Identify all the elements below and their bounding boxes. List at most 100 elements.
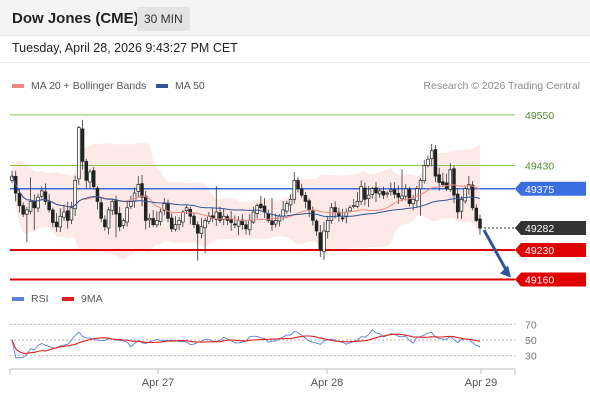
- candle: [218, 206, 222, 224]
- candle-body: [110, 201, 115, 211]
- level-tag-49160: [515, 272, 586, 287]
- candle-body: [299, 188, 304, 196]
- legend-ma20-swatch: [12, 84, 24, 88]
- instrument-title: Dow Jones (CME): [12, 10, 139, 27]
- candle-body: [348, 207, 352, 212]
- candle: [21, 202, 25, 218]
- candle-body: [103, 219, 107, 228]
- candle-body: [385, 192, 389, 195]
- candle-body: [377, 190, 382, 195]
- candle-body: [340, 217, 345, 220]
- ma50-line: [11, 175, 481, 218]
- legend-ma50-swatch: [156, 84, 168, 88]
- level-label-49160: 49160: [525, 275, 554, 287]
- candle-body: [311, 209, 315, 221]
- candle-body: [467, 184, 471, 190]
- candle: [69, 201, 74, 225]
- legend-ma9-swatch: [62, 297, 74, 301]
- candle: [285, 200, 289, 214]
- candle: [392, 181, 397, 199]
- candle: [106, 206, 111, 235]
- candle: [125, 201, 129, 227]
- candle-body: [129, 201, 133, 207]
- candle: [422, 160, 427, 184]
- ma20-line: [11, 175, 481, 222]
- candle: [73, 175, 77, 217]
- candle-body: [233, 223, 237, 226]
- candle: [136, 176, 141, 197]
- candle: [303, 191, 308, 209]
- candle-body: [95, 187, 100, 202]
- candle-body: [351, 205, 356, 208]
- candle: [407, 186, 412, 207]
- candle: [478, 214, 482, 235]
- candle-body: [448, 169, 453, 190]
- candle: [25, 206, 29, 242]
- level-tag-49282: [515, 221, 586, 236]
- candle: [77, 125, 81, 185]
- rsi-ma9-line: [11, 333, 481, 354]
- candle-body: [32, 200, 37, 209]
- candle-body: [114, 200, 118, 215]
- candle: [114, 195, 118, 238]
- candle: [88, 169, 92, 189]
- candle-body: [169, 217, 174, 230]
- research-credit: Research © 2026 Trading Central: [423, 80, 580, 92]
- level-label-49230: 49230: [525, 245, 554, 257]
- candle: [359, 180, 363, 205]
- candle-body: [229, 219, 233, 223]
- candle: [448, 163, 453, 192]
- candle-body: [73, 179, 77, 210]
- candle-body: [218, 212, 222, 221]
- candle-body: [389, 189, 393, 192]
- candle-body: [403, 188, 408, 197]
- candle: [244, 220, 248, 235]
- level-label-49282: 49282: [525, 223, 554, 235]
- candle: [80, 119, 85, 170]
- candle-body: [173, 224, 178, 230]
- candle: [240, 214, 245, 230]
- legend-ma20: MA 20 + Bollinger Bands: [12, 80, 146, 92]
- legend-ma50-label: MA 50: [175, 80, 205, 92]
- candle: [429, 144, 434, 167]
- candle: [288, 194, 293, 213]
- candle: [322, 221, 326, 261]
- chart-frame: [0, 62, 590, 400]
- candle: [355, 192, 360, 209]
- candle: [58, 208, 63, 233]
- candle: [117, 206, 122, 232]
- candle: [203, 217, 207, 253]
- candle: [318, 224, 323, 258]
- bollinger-band: [12, 142, 480, 259]
- candle: [121, 218, 126, 229]
- level-tag-49375: [515, 181, 586, 196]
- candle-body: [214, 211, 219, 220]
- rsi-tick-label: 70: [525, 319, 537, 331]
- candle-body: [199, 226, 204, 234]
- candle: [17, 189, 22, 213]
- candle-body: [192, 215, 196, 226]
- candle-body: [88, 171, 92, 183]
- candle-body: [121, 220, 126, 226]
- candle: [147, 213, 152, 228]
- candle-body: [285, 203, 289, 212]
- candle-body: [303, 195, 308, 202]
- candle-body: [415, 188, 419, 202]
- legend-ma9-label: 9MA: [81, 293, 103, 305]
- candle-body: [259, 203, 263, 209]
- level-tag-49230: [515, 243, 586, 257]
- candle: [28, 177, 33, 215]
- candle: [459, 196, 464, 220]
- candle-body: [433, 149, 438, 177]
- timeframe-button[interactable]: 30 MIN: [137, 7, 190, 31]
- candle: [151, 210, 155, 227]
- candle-body: [400, 195, 404, 200]
- candle: [110, 198, 115, 216]
- candle: [251, 206, 256, 224]
- candle-body: [396, 193, 401, 198]
- candle: [333, 201, 337, 219]
- candle: [229, 210, 233, 231]
- candle-body: [322, 230, 326, 252]
- candle-body: [25, 209, 29, 215]
- candle: [195, 221, 200, 261]
